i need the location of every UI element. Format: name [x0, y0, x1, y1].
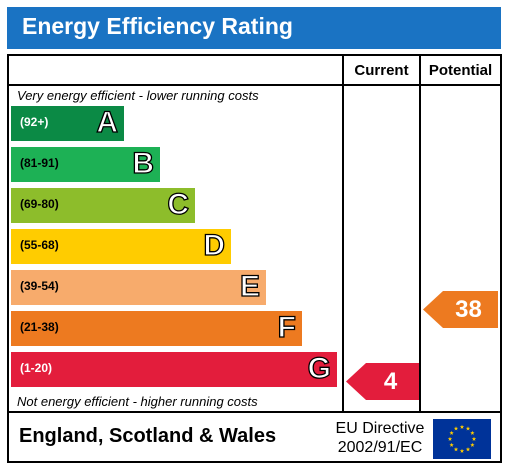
- directive-line-2: 2002/91/EC: [337, 439, 423, 456]
- band-letter: F: [277, 310, 297, 344]
- potential-rating-value: 38: [455, 296, 482, 323]
- directive-line-1: EU Directive: [335, 420, 425, 437]
- eu-star-icon: [470, 442, 475, 447]
- band-range: (55-68): [20, 238, 59, 252]
- eu-star-icon: [453, 426, 459, 431]
- potential-arrow-shape: [423, 291, 498, 328]
- band-range: (39-54): [20, 279, 59, 293]
- current-rating-pointer: 4: [346, 363, 419, 400]
- eu-star-icon: [459, 424, 465, 429]
- band-a: (92+) A: [11, 105, 124, 141]
- current-arrow-shape: [346, 363, 419, 400]
- eu-star-icon: [465, 447, 471, 452]
- band-b: (81-91) B: [11, 146, 160, 182]
- title-bar: Energy Efficiency Rating: [7, 7, 501, 49]
- band-letter: A: [96, 105, 119, 139]
- band-g: (1-20) G: [11, 351, 337, 387]
- band-range: (21-38): [20, 320, 59, 334]
- eu-star-icon: [453, 447, 459, 452]
- country-label: England, Scotland & Wales: [19, 425, 277, 447]
- eu-star-icon: [470, 430, 475, 435]
- eu-star-icon: [471, 436, 477, 441]
- band-c: (69-80) C: [11, 187, 195, 223]
- band-range: (1-20): [20, 361, 53, 375]
- footer-divider: [9, 411, 500, 413]
- band-d: (55-68) D: [11, 228, 231, 264]
- band-letter: E: [239, 269, 260, 303]
- eu-star-icon: [465, 426, 471, 431]
- column-current: Current: [354, 62, 409, 79]
- eu-star-icon: [459, 448, 465, 453]
- band-letter: D: [203, 228, 226, 262]
- divider-current: [342, 56, 344, 411]
- band-range: (81-91): [20, 156, 59, 170]
- eu-flag-icon: [433, 419, 491, 459]
- bottom-caption: Not energy efficient - higher running co…: [17, 394, 258, 409]
- eu-star-icon: [449, 442, 454, 447]
- band-f: (21-38) F: [11, 310, 302, 346]
- top-caption: Very energy efficient - lower running co…: [17, 88, 259, 103]
- divider-potential: [419, 56, 421, 411]
- band-letter: G: [307, 351, 332, 385]
- band-range: (69-80): [20, 197, 59, 211]
- page-title: Energy Efficiency Rating: [22, 13, 293, 39]
- potential-rating-pointer: 38: [423, 291, 498, 328]
- eu-star-icon: [449, 430, 454, 435]
- rating-table: Current Potential Very energy efficient …: [7, 54, 502, 463]
- current-rating-value: 4: [383, 368, 398, 395]
- eu-directive: EU Directive 2002/91/EC: [327, 419, 433, 457]
- eu-star-icon: [447, 436, 453, 441]
- band-letter: C: [167, 187, 190, 221]
- column-potential: Potential: [428, 62, 493, 79]
- band-letter: B: [132, 146, 155, 180]
- band-e: (39-54) E: [11, 269, 266, 305]
- header-divider: [9, 84, 500, 86]
- band-range: (92+): [20, 115, 49, 129]
